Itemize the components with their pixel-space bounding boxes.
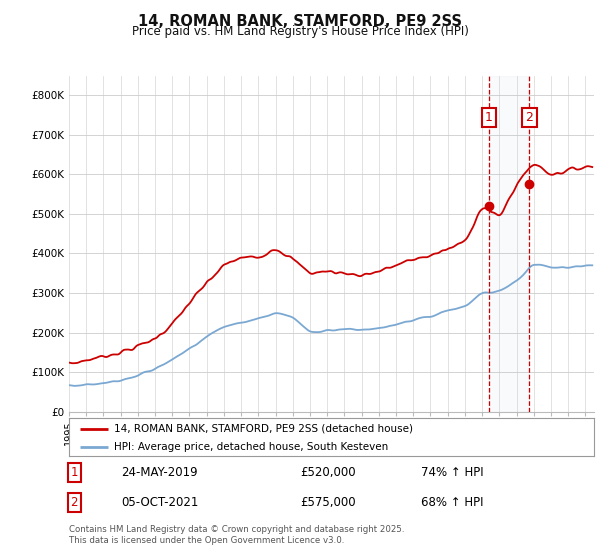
- Text: 14, ROMAN BANK, STAMFORD, PE9 2SS: 14, ROMAN BANK, STAMFORD, PE9 2SS: [138, 14, 462, 29]
- Text: Contains HM Land Registry data © Crown copyright and database right 2025.
This d: Contains HM Land Registry data © Crown c…: [69, 525, 404, 545]
- Text: 2: 2: [71, 496, 78, 508]
- Text: 68% ↑ HPI: 68% ↑ HPI: [421, 496, 483, 508]
- Text: 2: 2: [526, 111, 533, 124]
- Text: 74% ↑ HPI: 74% ↑ HPI: [421, 466, 484, 479]
- Text: HPI: Average price, detached house, South Kesteven: HPI: Average price, detached house, Sout…: [113, 442, 388, 452]
- Bar: [489, 76, 529, 412]
- Text: 1: 1: [71, 466, 78, 479]
- Text: 14, ROMAN BANK, STAMFORD, PE9 2SS (detached house): 14, ROMAN BANK, STAMFORD, PE9 2SS (detac…: [113, 424, 413, 434]
- Text: £520,000: £520,000: [300, 466, 356, 479]
- Text: 05-OCT-2021: 05-OCT-2021: [121, 496, 199, 508]
- Text: Price paid vs. HM Land Registry's House Price Index (HPI): Price paid vs. HM Land Registry's House …: [131, 25, 469, 38]
- Text: 1: 1: [485, 111, 493, 124]
- Text: 24-MAY-2019: 24-MAY-2019: [121, 466, 198, 479]
- Text: £575,000: £575,000: [300, 496, 356, 508]
